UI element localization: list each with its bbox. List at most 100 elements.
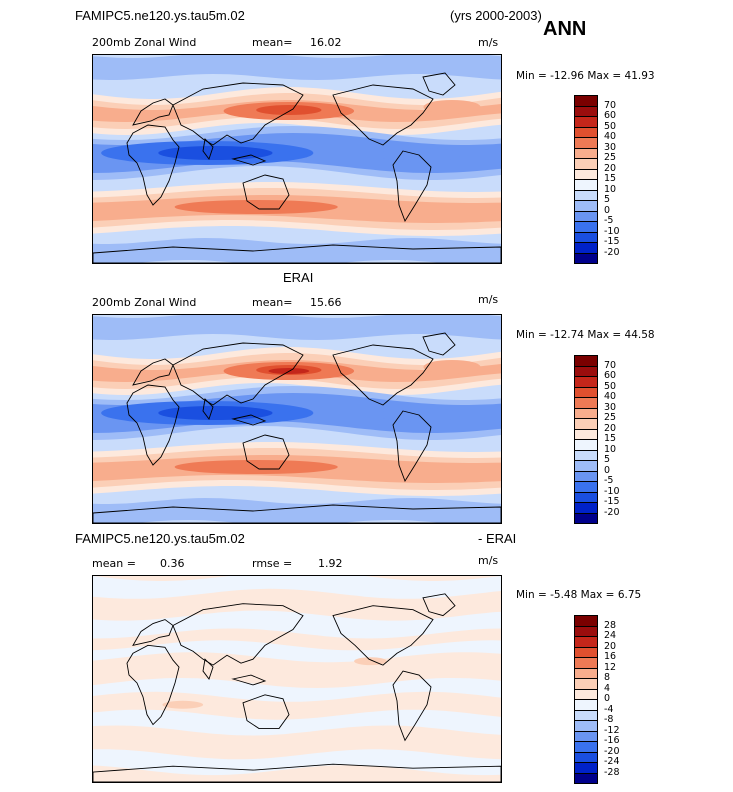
- field-band: [93, 640, 501, 663]
- colorbar-swatch: [574, 418, 598, 429]
- panel3-units: m/s: [478, 554, 499, 567]
- colorbar-swatch: [574, 512, 598, 523]
- panel3-rmse-label: rmse =: [252, 557, 293, 570]
- coastline: [422, 593, 456, 617]
- colorbar-swatch: [574, 646, 598, 657]
- panel2-mean-value: 15.66: [310, 296, 342, 309]
- colorbar-swatch: [574, 449, 598, 460]
- coastline: [231, 414, 267, 426]
- colorbar-tick-label: 50: [604, 380, 617, 392]
- colorbar-swatch: [574, 481, 598, 492]
- colorbar-tick-label: 0: [604, 693, 611, 704]
- colorbar-tick-label: 10: [604, 443, 617, 455]
- field-band: [93, 55, 501, 80]
- colorbar-tick-label: 0: [604, 204, 611, 216]
- panel2-title: ERAI: [283, 270, 314, 285]
- colorbar-tick-label: -20: [604, 246, 620, 258]
- colorbar-swatch: [574, 95, 598, 106]
- colorbar-tick-label: -24: [604, 756, 620, 767]
- coastline: [126, 644, 180, 726]
- colorbar-swatch: [574, 147, 598, 158]
- colorbar-tick-label: 5: [604, 194, 611, 205]
- colorbar-tick-label: 50: [604, 120, 617, 132]
- coastline: [242, 434, 290, 470]
- coastlines: [93, 332, 501, 523]
- coastline: [242, 694, 290, 729]
- panel3-rmse-value: 1.92: [318, 557, 343, 570]
- colorbar-swatch: [574, 158, 598, 169]
- easterly-core: [158, 406, 273, 420]
- colorbar-tick-label: 15: [604, 173, 617, 184]
- colorbar-tick-label: 28: [604, 619, 617, 631]
- colorbar-tick-label: 8: [604, 672, 611, 683]
- colorbar-tick-label: 24: [604, 630, 617, 641]
- colorbar-tick-label: -10: [604, 485, 620, 497]
- colorbar-tick-label: -5: [604, 475, 614, 486]
- colorbar-tick-label: 25: [604, 152, 617, 163]
- colorbar-swatch: [574, 667, 598, 678]
- colorbar-tick-label: 30: [604, 141, 617, 153]
- colorbar-tick-label: -20: [604, 506, 620, 518]
- colorbar-swatch: [574, 200, 598, 211]
- panel1-min-value: -12.96: [550, 70, 584, 82]
- coastline: [126, 384, 180, 466]
- case-name-title: FAMIPC5.ne120.ys.tau5m.02: [75, 8, 245, 23]
- field-band: [93, 315, 501, 340]
- colorbar-swatch: [574, 657, 598, 668]
- colorbar-swatch: [574, 762, 598, 773]
- colorbar-tick-label: -10: [604, 225, 620, 237]
- colorbar-swatch: [574, 189, 598, 200]
- coastline: [202, 658, 214, 680]
- panel1-mean-value: 16.02: [310, 36, 342, 49]
- colorbar-swatch: [574, 221, 598, 232]
- colorbar-tick-label: 20: [604, 162, 617, 174]
- colorbar-tick-label: 30: [604, 401, 617, 413]
- colorbar-swatch: [574, 741, 598, 752]
- colorbar-tick-label: 10: [604, 183, 617, 195]
- colorbar-tick-label: 20: [604, 640, 617, 652]
- colorbar-tick-label: -20: [604, 745, 620, 757]
- colorbar-swatch: [574, 397, 598, 408]
- colorbar-swatch: [574, 365, 598, 376]
- colorbar-swatch: [574, 730, 598, 741]
- field-band: [93, 749, 501, 776]
- coastline: [332, 84, 434, 146]
- coastline: [392, 410, 432, 483]
- colorbar-swatch: [574, 615, 598, 626]
- colorbar-swatch: [574, 625, 598, 636]
- panel3-min-label: Min =: [516, 589, 547, 601]
- coastline: [126, 124, 180, 206]
- colorbar-tick-label: 15: [604, 433, 617, 444]
- colorbar-swatch: [574, 242, 598, 253]
- colorbar-tick-label: -4: [604, 703, 614, 715]
- colorbar-swatch: [574, 678, 598, 689]
- panel2-map: [92, 314, 502, 524]
- colorbar-swatch: [574, 105, 598, 116]
- colorbar-tick-label: 5: [604, 454, 611, 465]
- colorbar-swatch: [574, 428, 598, 439]
- panel3-title-left: FAMIPC5.ne120.ys.tau5m.02: [75, 531, 245, 546]
- colorbar-swatch: [574, 116, 598, 127]
- coastline: [172, 82, 304, 146]
- coastline: [422, 332, 456, 356]
- panel1-max-value: 41.93: [624, 70, 655, 82]
- colorbar-swatch: [574, 502, 598, 513]
- jet-core: [423, 100, 481, 114]
- colorbar-swatch: [574, 126, 598, 137]
- colorbar-tick-label: -8: [604, 714, 614, 725]
- panel3-mean-label: mean =: [92, 557, 136, 570]
- colorbar-swatch: [574, 179, 598, 190]
- panel3-minmax: Min = -5.48 Max = 6.75: [516, 589, 641, 601]
- panel2-minmax: Min = -12.74 Max = 44.58: [516, 329, 655, 341]
- panel3-map: [92, 575, 502, 783]
- panel1-mean-label: mean=: [252, 36, 293, 49]
- colorbar-tick-label: 0: [604, 464, 611, 476]
- colorbar-swatch: [574, 210, 598, 221]
- colorbar-tick-label: 60: [604, 370, 617, 381]
- map-canvas: [93, 55, 501, 263]
- coastline: [242, 174, 290, 210]
- colorbar-tick-label: 4: [604, 682, 611, 694]
- colorbar-tick-label: 40: [604, 391, 617, 402]
- colorbar-tick-label: -28: [604, 766, 620, 778]
- panel2-max-value: 44.58: [624, 329, 655, 341]
